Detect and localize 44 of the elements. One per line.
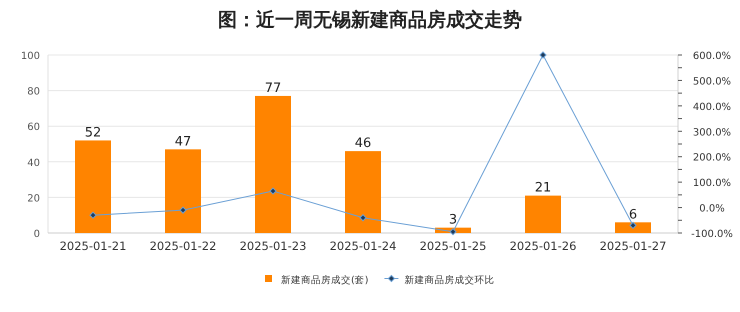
x-tick-label: 2025-01-22 [150,239,216,253]
data-label: 52 [84,125,102,140]
x-tick-label: 2025-01-23 [240,239,306,253]
data-label: 3 [448,212,458,228]
data-label: 47 [174,134,192,150]
x-tick-label: 2025-01-24 [330,239,396,253]
bar [165,149,201,233]
bar [615,222,651,233]
y-tick-label: 80 [27,86,40,98]
y2-tick-label: 500.0% [692,76,732,88]
point [90,212,96,219]
point [180,206,186,214]
y2-tick-label: -100.0% [691,229,733,240]
data-label: 21 [534,180,552,196]
data-label: 77 [264,80,282,96]
point [360,214,366,222]
y-tick-label: 0 [34,229,40,240]
chart-title: 图：近一周无锡新建商品房成交走势 [218,9,522,31]
x-tick-label: 2025-01-25 [420,239,486,253]
x-tick-label: 2025-01-26 [510,239,576,253]
y2-tick-label: 300.0% [692,127,732,138]
bar [255,96,291,233]
point [630,222,636,229]
y-tick-label: 60 [27,122,40,134]
y-tick-label: 100 [20,51,40,62]
point [540,52,546,58]
data-label: 46 [354,136,372,152]
y2-tick-label: 100.0% [692,178,732,190]
y-tick-label: 20 [27,193,40,204]
bar [345,151,381,233]
y2-tick-label: 600.0% [692,51,732,62]
y-tick-label: 40 [27,158,40,169]
legend-label: 新建商品房成交环比 [404,274,494,286]
x-tick-label: 2025-01-27 [600,239,666,253]
data-label: 6 [628,207,638,222]
point [450,228,456,236]
x-tick-label: 2025-01-21 [60,239,126,253]
bar [75,140,111,233]
y2-tick-label: 400.0% [692,102,732,113]
legend-label: 新建商品房成交(套) [281,274,368,286]
point [270,188,276,195]
bar [525,196,561,233]
y2-tick-label: 0.0% [699,204,725,215]
y2-tick-label: 200.0% [692,152,732,164]
